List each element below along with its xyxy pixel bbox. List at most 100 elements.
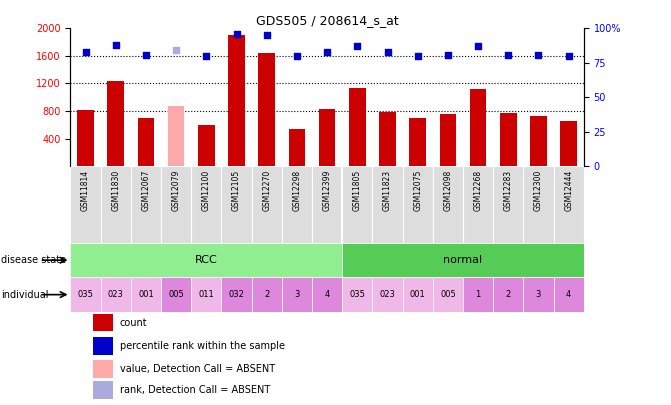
Bar: [560, 121, 577, 166]
Text: GSM12298: GSM12298: [293, 170, 301, 211]
Bar: [138, 118, 154, 166]
Text: normal: normal: [444, 255, 482, 265]
Bar: [530, 116, 547, 166]
Text: 035: 035: [350, 290, 365, 299]
FancyBboxPatch shape: [342, 277, 372, 312]
Title: GDS505 / 208614_s_at: GDS505 / 208614_s_at: [256, 14, 399, 27]
Text: GSM11823: GSM11823: [383, 170, 392, 211]
Bar: [319, 109, 336, 166]
Point: [81, 49, 91, 55]
Bar: [93, 382, 113, 399]
Text: GSM12283: GSM12283: [504, 170, 513, 211]
Text: GSM12270: GSM12270: [262, 170, 271, 211]
Text: 2: 2: [264, 290, 269, 299]
Text: 032: 032: [229, 290, 244, 299]
Bar: [500, 113, 517, 166]
Text: value, Detection Call = ABSENT: value, Detection Call = ABSENT: [119, 364, 274, 374]
FancyBboxPatch shape: [191, 166, 221, 243]
FancyBboxPatch shape: [221, 277, 252, 312]
Text: 035: 035: [78, 290, 93, 299]
Bar: [470, 89, 486, 166]
Text: 005: 005: [440, 290, 456, 299]
FancyBboxPatch shape: [131, 277, 161, 312]
FancyBboxPatch shape: [191, 277, 221, 312]
FancyBboxPatch shape: [554, 277, 584, 312]
FancyBboxPatch shape: [372, 277, 403, 312]
Text: GSM12098: GSM12098: [444, 170, 452, 211]
FancyBboxPatch shape: [282, 166, 312, 243]
Bar: [198, 126, 215, 166]
Bar: [93, 360, 113, 378]
Text: 001: 001: [138, 290, 154, 299]
FancyBboxPatch shape: [252, 277, 282, 312]
FancyBboxPatch shape: [403, 166, 433, 243]
Bar: [93, 337, 113, 355]
Text: 023: 023: [108, 290, 123, 299]
Bar: [409, 118, 426, 166]
Bar: [289, 129, 305, 166]
FancyBboxPatch shape: [70, 243, 342, 277]
FancyBboxPatch shape: [161, 166, 191, 243]
Text: 3: 3: [294, 290, 300, 299]
Text: 1: 1: [476, 290, 480, 299]
Bar: [349, 88, 366, 166]
FancyBboxPatch shape: [372, 166, 403, 243]
FancyBboxPatch shape: [523, 166, 554, 243]
FancyBboxPatch shape: [312, 277, 342, 312]
FancyBboxPatch shape: [70, 277, 101, 312]
Text: GSM11814: GSM11814: [81, 170, 90, 211]
Text: 4: 4: [325, 290, 329, 299]
Bar: [93, 313, 113, 331]
Text: 005: 005: [168, 290, 184, 299]
Point: [321, 49, 332, 55]
Text: GSM12268: GSM12268: [474, 170, 482, 211]
FancyBboxPatch shape: [342, 166, 372, 243]
FancyBboxPatch shape: [131, 166, 161, 243]
Text: individual: individual: [1, 290, 48, 300]
FancyBboxPatch shape: [433, 277, 463, 312]
FancyBboxPatch shape: [312, 166, 342, 243]
Text: rank, Detection Call = ABSENT: rank, Detection Call = ABSENT: [119, 385, 270, 395]
FancyBboxPatch shape: [433, 166, 463, 243]
FancyBboxPatch shape: [221, 166, 252, 243]
Point: [170, 47, 181, 53]
Bar: [107, 81, 124, 166]
Point: [442, 51, 453, 58]
Point: [472, 43, 483, 49]
FancyBboxPatch shape: [282, 277, 312, 312]
Bar: [77, 110, 94, 166]
Text: 4: 4: [566, 290, 571, 299]
Point: [352, 43, 362, 49]
FancyBboxPatch shape: [342, 243, 584, 277]
FancyBboxPatch shape: [403, 277, 433, 312]
Bar: [379, 112, 396, 166]
FancyBboxPatch shape: [554, 166, 584, 243]
FancyBboxPatch shape: [523, 277, 554, 312]
Text: GSM12100: GSM12100: [202, 170, 211, 211]
Point: [382, 49, 393, 55]
Text: percentile rank within the sample: percentile rank within the sample: [119, 341, 285, 351]
Point: [201, 53, 211, 59]
FancyBboxPatch shape: [463, 166, 493, 243]
FancyBboxPatch shape: [70, 166, 101, 243]
FancyBboxPatch shape: [463, 277, 493, 312]
Text: GSM12105: GSM12105: [232, 170, 241, 211]
Point: [291, 53, 302, 59]
Bar: [440, 114, 456, 166]
Text: GSM12444: GSM12444: [564, 170, 573, 211]
Point: [503, 51, 513, 58]
Point: [231, 31, 242, 37]
FancyBboxPatch shape: [101, 166, 131, 243]
Bar: [168, 106, 185, 166]
Text: 011: 011: [199, 290, 214, 299]
FancyBboxPatch shape: [161, 277, 191, 312]
FancyBboxPatch shape: [252, 166, 282, 243]
Text: 001: 001: [410, 290, 425, 299]
Text: 2: 2: [506, 290, 511, 299]
Point: [412, 53, 423, 59]
Text: GSM11830: GSM11830: [111, 170, 120, 211]
FancyBboxPatch shape: [493, 277, 523, 312]
Text: GSM12067: GSM12067: [142, 170, 150, 211]
Text: GSM12075: GSM12075: [413, 170, 422, 211]
Point: [563, 53, 574, 59]
